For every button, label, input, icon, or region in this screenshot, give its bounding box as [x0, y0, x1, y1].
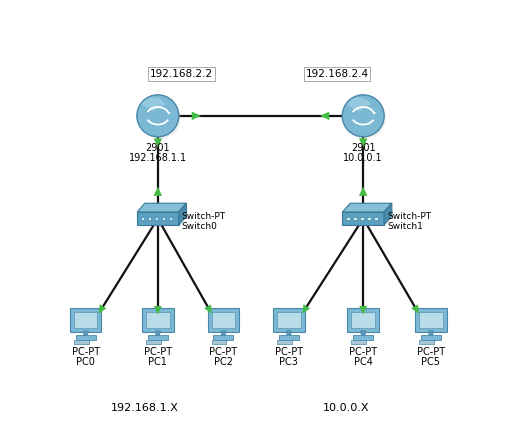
Circle shape — [137, 95, 179, 137]
Text: PC0: PC0 — [76, 357, 95, 368]
FancyBboxPatch shape — [353, 335, 373, 340]
Text: PC-PT: PC-PT — [417, 347, 445, 357]
Polygon shape — [83, 331, 89, 336]
FancyBboxPatch shape — [421, 335, 441, 340]
Polygon shape — [154, 139, 162, 148]
Text: 10.0.0.1: 10.0.0.1 — [343, 153, 383, 163]
FancyBboxPatch shape — [351, 340, 366, 344]
Polygon shape — [302, 304, 310, 314]
Ellipse shape — [344, 97, 386, 139]
Wedge shape — [141, 97, 166, 111]
FancyBboxPatch shape — [208, 308, 239, 332]
Bar — [168, 217, 172, 220]
FancyBboxPatch shape — [277, 312, 301, 328]
Bar — [162, 217, 166, 220]
Polygon shape — [373, 111, 377, 114]
Polygon shape — [286, 331, 292, 336]
Polygon shape — [137, 203, 187, 212]
Polygon shape — [154, 306, 162, 315]
FancyBboxPatch shape — [76, 335, 96, 340]
Text: PC-PT: PC-PT — [275, 347, 303, 357]
Bar — [141, 217, 144, 220]
FancyBboxPatch shape — [348, 308, 379, 332]
Text: Switch-PT: Switch-PT — [182, 212, 226, 221]
Polygon shape — [167, 111, 171, 114]
FancyBboxPatch shape — [419, 312, 443, 328]
Polygon shape — [359, 306, 367, 315]
Wedge shape — [346, 97, 371, 111]
Polygon shape — [154, 187, 162, 196]
FancyBboxPatch shape — [419, 340, 434, 344]
Text: PC1: PC1 — [148, 357, 167, 368]
FancyBboxPatch shape — [279, 335, 299, 340]
Text: PC5: PC5 — [421, 357, 440, 368]
FancyBboxPatch shape — [277, 340, 292, 344]
Text: PC4: PC4 — [354, 357, 373, 368]
Bar — [374, 217, 378, 220]
FancyBboxPatch shape — [74, 312, 97, 328]
FancyBboxPatch shape — [342, 212, 384, 225]
Text: 192.168.1.X: 192.168.1.X — [111, 403, 179, 413]
Circle shape — [342, 95, 384, 137]
FancyBboxPatch shape — [70, 308, 102, 332]
FancyBboxPatch shape — [212, 312, 235, 328]
Text: 192.168.2.4: 192.168.2.4 — [305, 69, 368, 79]
Polygon shape — [192, 111, 201, 120]
Text: Switch0: Switch0 — [182, 222, 218, 231]
FancyBboxPatch shape — [146, 340, 161, 344]
Polygon shape — [428, 331, 433, 336]
Polygon shape — [384, 203, 392, 225]
Bar — [147, 217, 152, 220]
Text: PC-PT: PC-PT — [209, 347, 238, 357]
Text: Switch-PT: Switch-PT — [387, 212, 431, 221]
Polygon shape — [359, 139, 367, 148]
Text: 2901: 2901 — [351, 143, 376, 153]
Bar — [367, 217, 371, 220]
Text: 10.0.0.X: 10.0.0.X — [322, 403, 369, 413]
Bar — [155, 217, 158, 220]
Bar — [353, 217, 357, 220]
Text: PC-PT: PC-PT — [144, 347, 172, 357]
Bar — [360, 217, 364, 220]
Bar — [346, 217, 350, 220]
Text: 192.168.1.1: 192.168.1.1 — [129, 153, 187, 163]
Polygon shape — [204, 305, 212, 314]
Polygon shape — [221, 331, 226, 336]
Text: PC-PT: PC-PT — [349, 347, 377, 357]
Text: PC3: PC3 — [279, 357, 299, 368]
FancyBboxPatch shape — [137, 212, 179, 225]
Polygon shape — [342, 203, 392, 212]
FancyBboxPatch shape — [74, 340, 89, 344]
FancyBboxPatch shape — [415, 308, 446, 332]
Ellipse shape — [139, 97, 181, 139]
Polygon shape — [320, 111, 329, 120]
FancyBboxPatch shape — [213, 335, 233, 340]
Text: PC-PT: PC-PT — [72, 347, 100, 357]
Text: 2901: 2901 — [145, 143, 170, 153]
Polygon shape — [359, 187, 367, 196]
FancyBboxPatch shape — [273, 308, 305, 332]
Polygon shape — [179, 203, 187, 225]
Text: 192.168.2.2: 192.168.2.2 — [150, 69, 214, 79]
FancyBboxPatch shape — [148, 335, 168, 340]
Polygon shape — [155, 331, 160, 336]
FancyBboxPatch shape — [351, 312, 375, 328]
Polygon shape — [361, 331, 366, 336]
FancyBboxPatch shape — [142, 308, 173, 332]
Polygon shape — [98, 304, 106, 314]
Polygon shape — [411, 304, 419, 314]
Text: Switch1: Switch1 — [387, 222, 423, 231]
Text: PC2: PC2 — [214, 357, 233, 368]
FancyBboxPatch shape — [146, 312, 170, 328]
FancyBboxPatch shape — [212, 340, 227, 344]
